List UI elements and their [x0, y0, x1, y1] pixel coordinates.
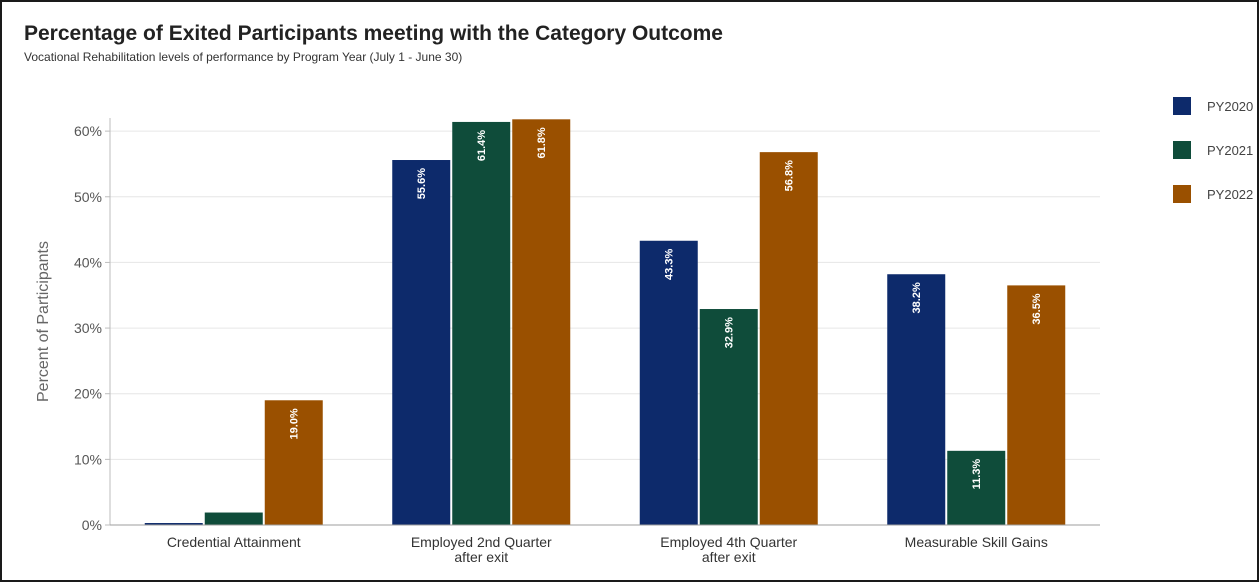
bars: 19.0% 55.6% 61.4% 61.8% 43.3% 32.9% 56.8% 38.2%…: [144, 119, 1066, 526]
x-tick-label: after exit: [454, 549, 508, 565]
x-tick-label: after exit: [702, 549, 756, 565]
y-tick-label: 30%: [74, 320, 102, 336]
data-label: 55.6%: [416, 168, 428, 199]
y-tick-label: 40%: [74, 254, 102, 270]
bar: [144, 523, 203, 525]
legend-swatch: [1173, 97, 1191, 115]
x-tick-label: Employed 2nd Quarter: [411, 534, 552, 550]
legend-label: PY2022: [1207, 187, 1253, 202]
bar: [759, 152, 818, 525]
y-tick-label: 60%: [74, 123, 102, 139]
data-label: 19.0%: [289, 408, 301, 439]
bar: [947, 450, 1006, 525]
bar: [204, 512, 263, 525]
chart-title: Percentage of Exited Participants meetin…: [24, 22, 723, 45]
legend-label: PY2021: [1207, 143, 1253, 158]
data-label: 56.8%: [784, 160, 796, 191]
data-label: 36.5%: [1031, 293, 1043, 324]
data-label: 32.9%: [724, 317, 736, 348]
bar: [392, 160, 451, 525]
bar: [452, 121, 511, 525]
y-tick-label: 0%: [82, 517, 102, 533]
legend: PY2020 PY2021 PY2022: [1173, 97, 1253, 203]
bar: [639, 240, 698, 525]
data-label: 38.2%: [911, 282, 923, 313]
x-tick-label: Credential Attainment: [167, 534, 301, 550]
data-label: 61.4%: [476, 130, 488, 161]
bar: [512, 119, 571, 526]
bar: [887, 274, 946, 525]
x-tick-label: Employed 4th Quarter: [660, 534, 797, 550]
y-tick-label: 50%: [74, 189, 102, 205]
grid-lines: [110, 130, 1100, 460]
legend-swatch: [1173, 141, 1191, 159]
bar: [1007, 285, 1066, 525]
y-tick-label: 20%: [74, 386, 102, 402]
axes: 0% 10% 20% 30% 40% 50% 60% Percent of Participa…: [35, 118, 1100, 565]
chart-subtitle: Vocational Rehabilitation levels of perf…: [24, 50, 463, 64]
bar: [264, 400, 323, 525]
data-label: 11.3%: [971, 459, 983, 490]
bar: [699, 309, 758, 525]
y-axis-label: Percent of Participants: [35, 241, 52, 402]
x-tick-label: Measurable Skill Gains: [905, 534, 1048, 550]
data-label: 43.3%: [664, 249, 676, 280]
data-label: 61.8%: [536, 127, 548, 158]
legend-label: PY2020: [1207, 99, 1253, 114]
legend-swatch: [1173, 185, 1191, 203]
y-tick-label: 10%: [74, 451, 102, 467]
